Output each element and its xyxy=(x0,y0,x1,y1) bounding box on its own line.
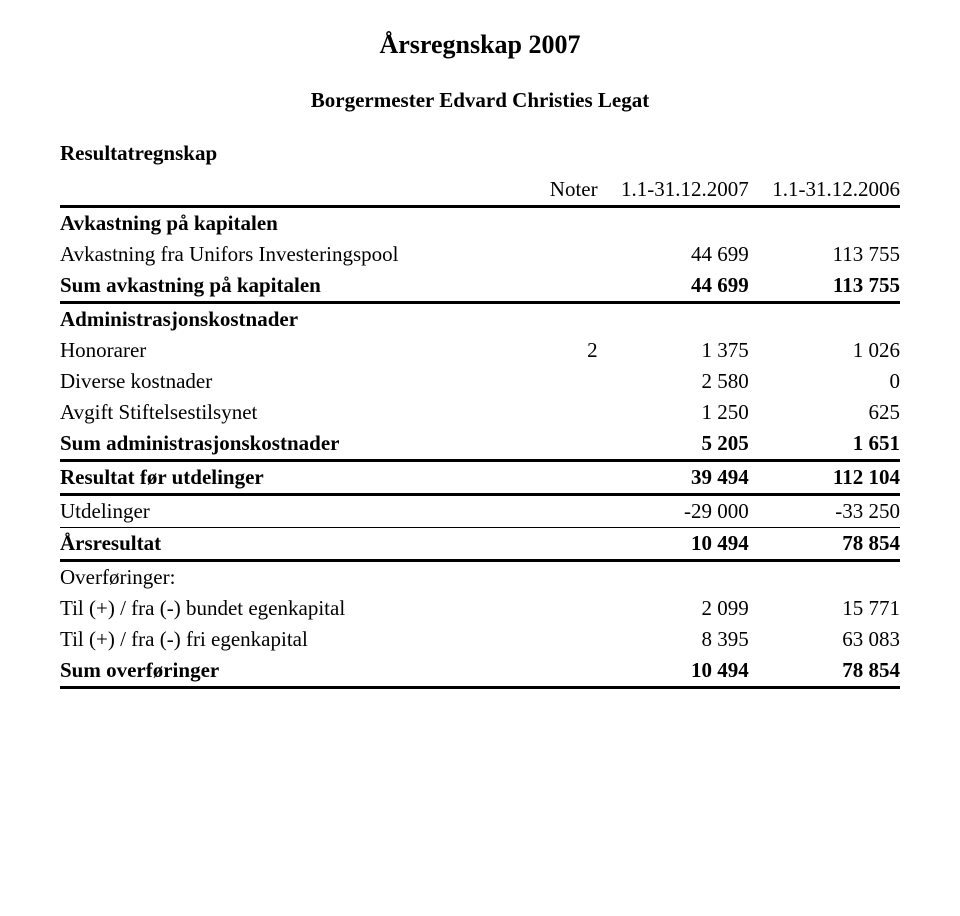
cell-value-a: 5 205 xyxy=(598,428,749,461)
cell-label: Honorarer xyxy=(60,335,514,366)
cell-label: Utdelinger xyxy=(60,495,514,528)
header-noter: Noter xyxy=(514,174,598,207)
table-row: Til (+) / fra (-) bundet egenkapital 2 0… xyxy=(60,593,900,624)
cell-value-b: 0 xyxy=(749,366,900,397)
table-row: Avkastning fra Unifors Investeringspool … xyxy=(60,239,900,270)
cell-value-b: 15 771 xyxy=(749,593,900,624)
table-row: Diverse kostnader 2 580 0 xyxy=(60,366,900,397)
block-heading-avkastning: Avkastning på kapitalen xyxy=(60,207,514,240)
cell-value-a: 44 699 xyxy=(598,270,749,303)
cell-label: Diverse kostnader xyxy=(60,366,514,397)
cell-label: Sum avkastning på kapitalen xyxy=(60,270,514,303)
cell-value-b: 1 651 xyxy=(749,428,900,461)
table-row: Årsresultat 10 494 78 854 xyxy=(60,528,900,561)
cell-value-b: 113 755 xyxy=(749,270,900,303)
cell-value-a: 10 494 xyxy=(598,528,749,561)
table-row: Avkastning på kapitalen xyxy=(60,207,900,240)
cell-value-b: 1 026 xyxy=(749,335,900,366)
header-col-a: 1.1-31.12.2007 xyxy=(598,174,749,207)
table-row: Sum avkastning på kapitalen 44 699 113 7… xyxy=(60,270,900,303)
table-row: Administrasjonskostnader xyxy=(60,303,900,336)
table-row: Til (+) / fra (-) fri egenkapital 8 395 … xyxy=(60,624,900,655)
cell-noter xyxy=(514,366,598,397)
page-subtitle: Borgermester Edvard Christies Legat xyxy=(60,88,900,113)
header-col-b: 1.1-31.12.2006 xyxy=(749,174,900,207)
table-header-row: Noter 1.1-31.12.2007 1.1-31.12.2006 xyxy=(60,174,900,207)
cell-value-a: -29 000 xyxy=(598,495,749,528)
table-row: Honorarer 2 1 375 1 026 xyxy=(60,335,900,366)
cell-value-a: 2 580 xyxy=(598,366,749,397)
cell-value-a: 10 494 xyxy=(598,655,749,688)
cell-label: Avgift Stiftelsestilsynet xyxy=(60,397,514,428)
cell-noter xyxy=(514,270,598,303)
cell-noter xyxy=(514,239,598,270)
cell-value-a: 2 099 xyxy=(598,593,749,624)
cell-label: Årsresultat xyxy=(60,528,514,561)
cell-value-b: 78 854 xyxy=(749,528,900,561)
cell-value-a: 1 375 xyxy=(598,335,749,366)
table-row: Avgift Stiftelsestilsynet 1 250 625 xyxy=(60,397,900,428)
page: Årsregnskap 2007 Borgermester Edvard Chr… xyxy=(0,0,960,729)
table-row: Resultat før utdelinger 39 494 112 104 xyxy=(60,461,900,495)
cell-value-a: 1 250 xyxy=(598,397,749,428)
cell-label: Til (+) / fra (-) fri egenkapital xyxy=(60,624,514,655)
cell-noter xyxy=(514,428,598,461)
cell-value-a: 39 494 xyxy=(598,461,749,495)
section-heading-resultatregnskap: Resultatregnskap xyxy=(60,141,900,166)
cell-label: Sum administrasjonskostnader xyxy=(60,428,514,461)
cell-value-a: 44 699 xyxy=(598,239,749,270)
cell-value-b: 63 083 xyxy=(749,624,900,655)
cell-value-b: 113 755 xyxy=(749,239,900,270)
block-heading-overforinger: Overføringer: xyxy=(60,561,514,594)
cell-noter: 2 xyxy=(514,335,598,366)
cell-label: Til (+) / fra (-) bundet egenkapital xyxy=(60,593,514,624)
financial-table: Noter 1.1-31.12.2007 1.1-31.12.2006 Avka… xyxy=(60,174,900,689)
cell-value-b: 625 xyxy=(749,397,900,428)
cell-noter xyxy=(514,397,598,428)
table-row: Sum administrasjonskostnader 5 205 1 651 xyxy=(60,428,900,461)
cell-label: Resultat før utdelinger xyxy=(60,461,514,495)
cell-label: Sum overføringer xyxy=(60,655,514,688)
page-title: Årsregnskap 2007 xyxy=(60,30,900,60)
cell-value-b: -33 250 xyxy=(749,495,900,528)
cell-value-b: 112 104 xyxy=(749,461,900,495)
block-heading-admin: Administrasjonskostnader xyxy=(60,303,514,336)
table-row: Sum overføringer 10 494 78 854 xyxy=(60,655,900,688)
cell-value-b: 78 854 xyxy=(749,655,900,688)
table-row: Overføringer: xyxy=(60,561,900,594)
cell-label: Avkastning fra Unifors Investeringspool xyxy=(60,239,514,270)
header-empty xyxy=(60,174,514,207)
cell-value-a: 8 395 xyxy=(598,624,749,655)
table-row: Utdelinger -29 000 -33 250 xyxy=(60,495,900,528)
